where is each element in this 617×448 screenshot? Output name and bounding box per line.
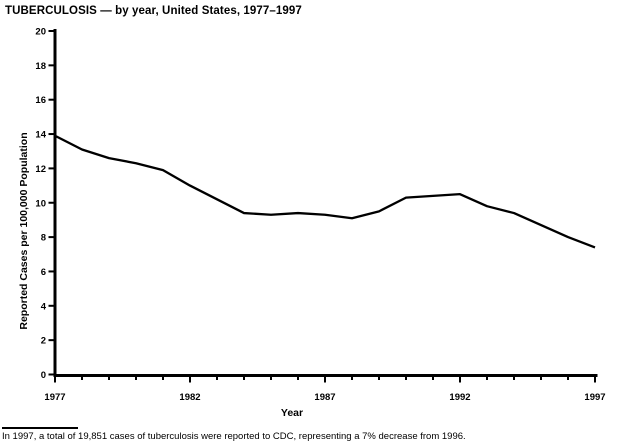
x-axis-ticks: 1977 1982 1987 1992 1997 xyxy=(44,377,606,403)
svg-text:0: 0 xyxy=(41,370,46,381)
svg-text:1982: 1982 xyxy=(179,392,200,403)
tb-rate-series-line xyxy=(54,134,596,249)
svg-text:2: 2 xyxy=(41,336,46,347)
x-axis-label: Year xyxy=(280,407,304,419)
y-axis-ticks: 0 2 4 6 8 10 12 14 16 18 20 xyxy=(35,27,54,381)
axes xyxy=(53,29,598,377)
svg-text:4: 4 xyxy=(41,301,47,312)
svg-text:12: 12 xyxy=(35,164,46,175)
svg-text:8: 8 xyxy=(41,233,46,244)
chart-title: TUBERCULOSIS — by year, United States, 1… xyxy=(5,5,302,17)
footnote-rule xyxy=(2,427,78,429)
svg-text:6: 6 xyxy=(41,267,46,278)
svg-text:18: 18 xyxy=(35,61,46,72)
svg-text:10: 10 xyxy=(35,198,46,209)
svg-text:1997: 1997 xyxy=(584,392,605,403)
svg-text:1987: 1987 xyxy=(314,392,335,403)
svg-text:1992: 1992 xyxy=(449,392,470,403)
svg-text:1977: 1977 xyxy=(44,392,65,403)
svg-text:20: 20 xyxy=(35,27,46,38)
svg-text:16: 16 xyxy=(35,95,46,106)
footnote-text: In 1997, a total of 19,851 cases of tube… xyxy=(2,431,466,442)
svg-text:14: 14 xyxy=(35,130,46,141)
